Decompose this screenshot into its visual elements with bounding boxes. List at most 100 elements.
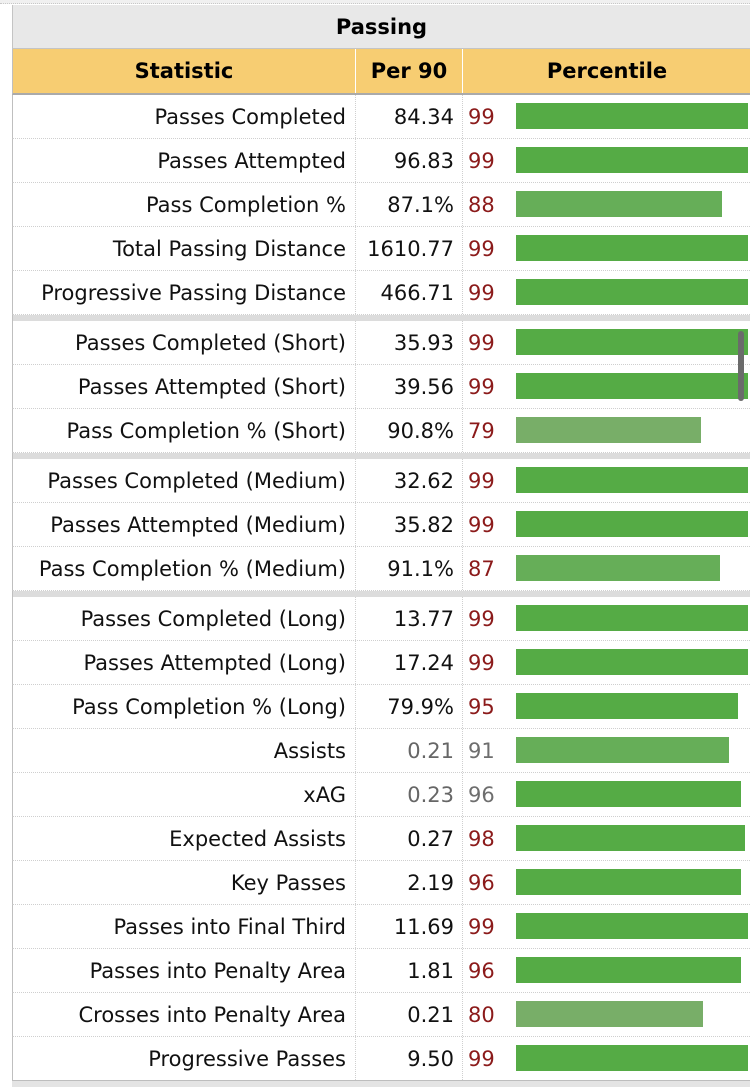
statistic-name: Passes Completed	[13, 95, 356, 138]
per-90-value: 11.69	[356, 905, 463, 948]
table-row: Progressive Passes 9.50 99	[12, 1037, 750, 1081]
header-statistic[interactable]: Statistic	[13, 49, 356, 93]
statistic-name: Passes into Penalty Area	[13, 949, 356, 992]
percentile-value: 99	[468, 148, 495, 173]
percentile-bar	[516, 1045, 748, 1071]
per-90-value: 13.77	[356, 597, 463, 640]
percentile-value: 99	[468, 104, 495, 129]
percentile-bar	[516, 913, 748, 939]
per-90-value: 35.82	[356, 503, 463, 546]
header-percentile[interactable]: Percentile	[546, 59, 668, 83]
percentile-bar	[516, 869, 741, 895]
percentile-bar	[516, 467, 748, 493]
table-row: Assists 0.21 91	[12, 729, 750, 773]
per-90-value: 9.50	[356, 1037, 463, 1080]
statistic-name: Passes Attempted (Long)	[13, 641, 356, 684]
percentile-bar	[516, 511, 748, 537]
percentile-value: 88	[468, 192, 495, 217]
group-separator	[12, 315, 750, 321]
per-90-value: 466.71	[356, 271, 463, 314]
table-row: Passes into Penalty Area 1.81 96	[12, 949, 750, 993]
group-separator	[12, 453, 750, 459]
percentile-bar	[516, 649, 748, 675]
per-90-value: 84.34	[356, 95, 463, 138]
statistic-name: Crosses into Penalty Area	[13, 993, 356, 1036]
statistic-name: Total Passing Distance	[13, 227, 356, 270]
per-90-value: 79.9%	[356, 685, 463, 728]
table-row: Pass Completion % (Medium) 91.1% 87	[12, 547, 750, 591]
statistic-name: Expected Assists	[13, 817, 356, 860]
table-row: Crosses into Penalty Area 0.21 80	[12, 993, 750, 1037]
percentile-value: 99	[468, 1046, 495, 1071]
statistic-name: Passes Completed (Long)	[13, 597, 356, 640]
percentile-bar	[516, 693, 738, 719]
statistic-name: Pass Completion % (Long)	[13, 685, 356, 728]
per-90-value: 91.1%	[356, 547, 463, 590]
percentile-bar	[516, 417, 701, 443]
bottom-divider	[12, 1080, 750, 1087]
table-row: Total Passing Distance 1610.77 99	[12, 227, 750, 271]
percentile-bar	[516, 737, 729, 763]
table-row: Passes Completed 84.34 99	[12, 95, 750, 139]
group-separator	[12, 591, 750, 597]
percentile-bar	[516, 781, 741, 807]
per-90-value: 87.1%	[356, 183, 463, 226]
percentile-value: 99	[468, 374, 495, 399]
statistic-name: Passes Completed (Short)	[13, 321, 356, 364]
percentile-bar	[516, 1001, 703, 1027]
statistic-name: Passes Attempted (Short)	[13, 365, 356, 408]
table-row: Progressive Passing Distance 466.71 99	[12, 271, 750, 315]
percentile-value: 79	[468, 418, 495, 443]
statistic-name: Passes Completed (Medium)	[13, 459, 356, 502]
percentile-bar	[516, 235, 748, 261]
vertical-scrollbar[interactable]	[738, 331, 744, 401]
per-90-value: 2.19	[356, 861, 463, 904]
table-row: Passes Completed (Long) 13.77 99	[12, 597, 750, 641]
table-row: Passes Attempted (Medium) 35.82 99	[12, 503, 750, 547]
percentile-bar	[516, 279, 748, 305]
table-row: Pass Completion % 87.1% 88	[12, 183, 750, 227]
table-row: Passes Attempted (Short) 39.56 99	[12, 365, 750, 409]
percentile-value: 96	[468, 782, 495, 807]
percentile-value: 80	[468, 1002, 495, 1027]
table-row: Expected Assists 0.27 98	[12, 817, 750, 861]
percentile-value: 99	[468, 236, 495, 261]
top-divider	[0, 0, 750, 4]
percentile-value: 99	[468, 606, 495, 631]
per-90-value: 32.62	[356, 459, 463, 502]
per-90-value: 39.56	[356, 365, 463, 408]
percentile-value: 99	[468, 512, 495, 537]
per-90-value: 0.27	[356, 817, 463, 860]
percentile-value: 87	[468, 556, 495, 581]
percentile-value: 95	[468, 694, 495, 719]
table-header-row: Statistic Per 90 Percentile	[12, 49, 750, 95]
statistic-name: Progressive Passes	[13, 1037, 356, 1080]
statistic-name: Assists	[13, 729, 356, 772]
per-90-value: 0.23	[356, 773, 463, 816]
header-per-90[interactable]: Per 90	[356, 49, 463, 93]
percentile-value: 99	[468, 914, 495, 939]
percentile-value: 99	[468, 280, 495, 305]
statistic-name: xAG	[13, 773, 356, 816]
per-90-value: 17.24	[356, 641, 463, 684]
statistic-name: Passes into Final Third	[13, 905, 356, 948]
percentile-bar	[516, 191, 722, 217]
percentile-bar	[516, 957, 741, 983]
percentile-value: 96	[468, 870, 495, 895]
per-90-value: 0.21	[356, 729, 463, 772]
per-90-value: 90.8%	[356, 409, 463, 452]
per-90-value: 1610.77	[356, 227, 463, 270]
table-title: Passing	[12, 5, 750, 49]
statistic-name: Passes Attempted (Medium)	[13, 503, 356, 546]
statistic-name: Progressive Passing Distance	[13, 271, 356, 314]
percentile-bar	[516, 825, 745, 851]
table-row: Pass Completion % (Long) 79.9% 95	[12, 685, 750, 729]
table-row: xAG 0.23 96	[12, 773, 750, 817]
table-row: Passes Attempted 96.83 99	[12, 139, 750, 183]
percentile-value: 99	[468, 650, 495, 675]
table-row: Passes Attempted (Long) 17.24 99	[12, 641, 750, 685]
table-row: Passes Completed (Medium) 32.62 99	[12, 459, 750, 503]
percentile-bar	[516, 605, 748, 631]
statistic-name: Pass Completion % (Medium)	[13, 547, 356, 590]
